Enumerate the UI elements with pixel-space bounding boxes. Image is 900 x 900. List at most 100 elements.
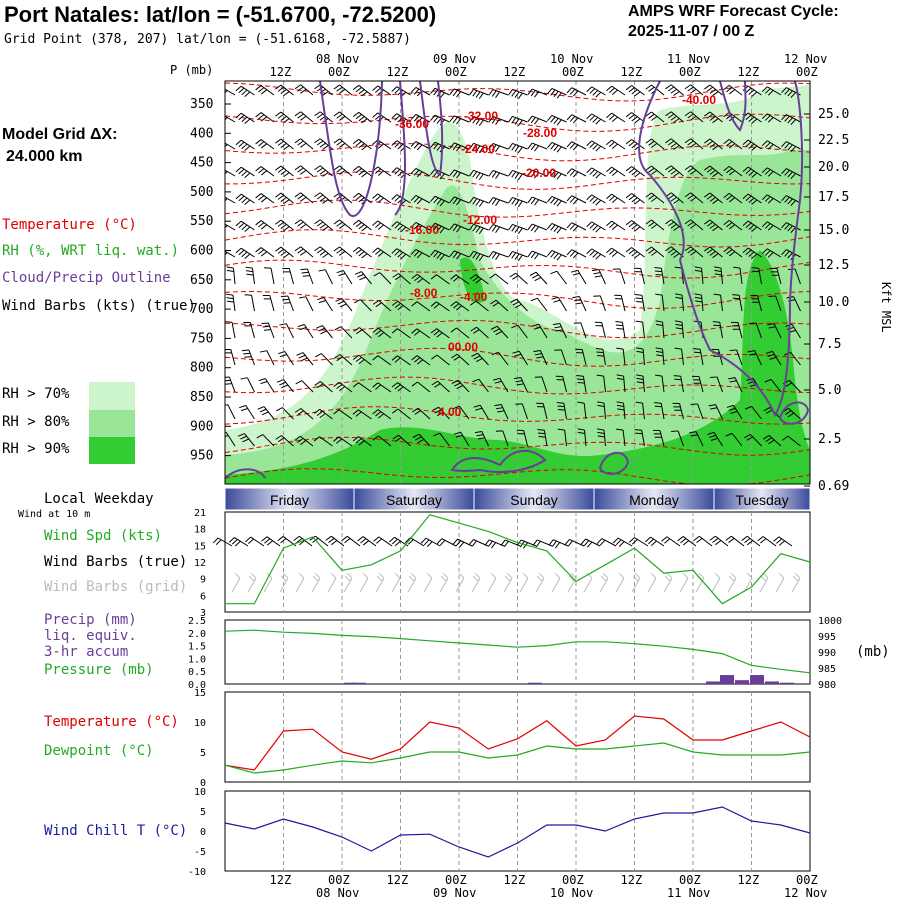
true-wind-barb-feather bbox=[650, 540, 657, 547]
upper-wind-barb-feather bbox=[239, 405, 247, 409]
upper-wind-barb-feather bbox=[410, 87, 417, 93]
upper-wind-barb-feather bbox=[589, 88, 596, 94]
upper-wind-barb-feather bbox=[572, 225, 579, 232]
upper-wind-barb-feather bbox=[648, 113, 655, 119]
upper-wind-barb-feather bbox=[514, 226, 520, 233]
upper-wind-barb bbox=[260, 220, 275, 231]
upper-wind-barb-feather bbox=[589, 115, 596, 121]
upper-wind-barb-feather bbox=[631, 224, 638, 230]
upper-wind-barb-feather bbox=[431, 354, 438, 360]
true-wind-barb bbox=[425, 537, 441, 547]
upper-wind-barb-feather bbox=[695, 300, 703, 303]
upper-wind-barb-feather bbox=[315, 325, 323, 329]
upper-wind-barb-feather bbox=[631, 89, 638, 95]
upper-wind-barb bbox=[709, 138, 723, 150]
upper-wind-barb-feather bbox=[514, 199, 520, 206]
upper-wind-barb-feather bbox=[372, 112, 379, 118]
upper-wind-barb-feather bbox=[416, 171, 423, 178]
upper-wind-barb bbox=[416, 328, 431, 339]
true-wind-barb-feather bbox=[391, 538, 398, 545]
upper-wind-barb-feather bbox=[391, 140, 398, 146]
upper-wind-barb-feather bbox=[469, 170, 474, 177]
upper-wind-barb-feather bbox=[625, 139, 632, 145]
true-wind-barb-feather bbox=[212, 537, 219, 544]
grid-wind-barb-feather bbox=[618, 572, 625, 579]
upper-wind-barb-feather bbox=[392, 434, 399, 440]
upper-wind-barb-feather bbox=[606, 193, 613, 200]
upper-wind-barb bbox=[260, 139, 275, 150]
true-wind-barb-feather bbox=[341, 535, 348, 541]
upper-wind-barb-feather bbox=[534, 353, 542, 356]
upper-wind-barb-feather bbox=[412, 433, 420, 438]
upper-wind-barb bbox=[320, 353, 333, 366]
upper-wind-barb-feather bbox=[547, 88, 553, 95]
upper-wind-barb-feather bbox=[765, 409, 773, 414]
upper-wind-barb-feather bbox=[238, 141, 245, 148]
upper-wind-barb-feather bbox=[258, 168, 265, 174]
isotherm-labels: -40.00-36.00-32.00-28.00-24.00-20.00-16.… bbox=[395, 93, 716, 419]
upper-wind-barb-feather bbox=[733, 266, 741, 269]
upper-wind-barb-feather bbox=[634, 294, 642, 296]
upper-wind-barb-feather bbox=[478, 92, 484, 100]
upper-wind-barb-feather bbox=[510, 298, 517, 303]
true-wind-barb bbox=[778, 536, 793, 547]
upper-wind-barb-feather bbox=[636, 374, 644, 377]
upper-wind-barb bbox=[512, 169, 528, 177]
upper-wind-barb-feather bbox=[595, 172, 602, 179]
grid-wind-barb-feather bbox=[472, 575, 479, 582]
upper-wind-barb-feather bbox=[358, 224, 365, 230]
precip-bar bbox=[750, 675, 764, 684]
upper-wind-barb-feather bbox=[294, 408, 302, 413]
grid-wind-barb bbox=[487, 577, 497, 593]
upper-wind-barb-feather bbox=[216, 222, 221, 227]
true-wind-barb-feather bbox=[331, 540, 338, 546]
upper-wind-barb-feather bbox=[726, 195, 733, 201]
upper-wind-barb bbox=[358, 246, 372, 258]
upper-wind-barb bbox=[611, 247, 626, 258]
true-wind-barb-feather bbox=[709, 535, 716, 541]
upper-wind-barb-feather bbox=[241, 143, 248, 150]
upper-wind-barb-feather bbox=[665, 246, 672, 252]
upper-wind-barb-feather bbox=[452, 251, 458, 259]
upper-wind-barb bbox=[695, 431, 704, 447]
upper-wind-barb bbox=[416, 355, 431, 366]
upper-wind-barb-feather bbox=[258, 222, 265, 228]
upper-wind-barb-feather bbox=[784, 196, 790, 203]
true-wind-barb-feather bbox=[628, 537, 635, 543]
upper-wind-barb bbox=[794, 268, 801, 285]
pressure-tick-label: 700 bbox=[190, 302, 213, 317]
wind-speed-line bbox=[225, 514, 811, 605]
upper-wind-barb-feather bbox=[397, 143, 404, 150]
upper-wind-barb bbox=[623, 403, 626, 420]
upper-wind-barb bbox=[733, 405, 743, 420]
height-axis-label: Kft MSL bbox=[879, 282, 893, 333]
upper-wind-barb-feather bbox=[787, 144, 793, 151]
upper-wind-barb-feather bbox=[494, 403, 502, 407]
upper-wind-barb-feather bbox=[514, 145, 520, 152]
upper-wind-barb bbox=[225, 223, 236, 231]
upper-wind-barb-feather bbox=[690, 223, 697, 229]
upper-wind-barb-feather bbox=[283, 302, 291, 304]
upper-wind-barb-feather bbox=[704, 138, 711, 144]
upper-wind-barb-feather bbox=[294, 246, 301, 252]
upper-wind-barb-feather bbox=[654, 267, 662, 269]
upper-wind-barb-feather bbox=[455, 434, 463, 438]
upper-wind-barb bbox=[455, 274, 470, 285]
grid-wind-barb bbox=[775, 577, 785, 593]
temperature-tick-label: 0 bbox=[200, 778, 206, 789]
upper-wind-barb-feather bbox=[550, 197, 556, 204]
upper-wind-barb-feather bbox=[648, 221, 655, 227]
upper-wind-barb-feather bbox=[391, 167, 398, 173]
grid-wind-barb-feather bbox=[490, 572, 497, 579]
upper-wind-barb bbox=[339, 381, 353, 393]
upper-wind-barb-feather bbox=[787, 225, 793, 232]
upper-wind-barb bbox=[551, 222, 567, 231]
upper-wind-barb-feather bbox=[745, 195, 752, 201]
upper-wind-barb bbox=[619, 268, 626, 285]
upper-wind-barb-feather bbox=[684, 138, 692, 144]
upper-wind-barb-feather bbox=[704, 219, 711, 225]
upper-wind-barb-feather bbox=[706, 86, 714, 92]
upper-wind-barb-feather bbox=[433, 303, 440, 309]
upper-wind-barb-feather bbox=[319, 250, 326, 256]
